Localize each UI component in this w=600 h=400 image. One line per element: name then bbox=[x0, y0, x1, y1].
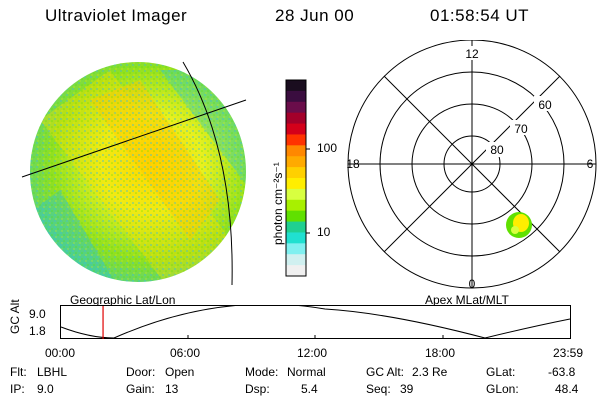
auroral-blob bbox=[506, 212, 532, 238]
seq-value: 39 bbox=[400, 382, 414, 396]
terminator-line bbox=[21, 99, 247, 178]
timeline-x-1800: 18:00 bbox=[425, 346, 456, 360]
colorbar-cell bbox=[286, 254, 306, 266]
ip-value: 9.0 bbox=[37, 382, 54, 396]
colorbar-cell bbox=[286, 188, 306, 201]
timeline-x-0600: 06:00 bbox=[170, 346, 201, 360]
colorbar-cell bbox=[286, 145, 306, 157]
uv-image-panel bbox=[21, 61, 247, 286]
flt-value: LBHL bbox=[37, 365, 68, 379]
mode-label: Mode: bbox=[245, 365, 279, 379]
colorbar-cell bbox=[286, 178, 306, 190]
colorbar-cell bbox=[286, 80, 306, 92]
colorbar-tick-100: 100 bbox=[317, 141, 338, 155]
flt-label: Flt: bbox=[10, 365, 27, 379]
mlat-label-70: 70 bbox=[514, 122, 528, 136]
gain-label: Gain: bbox=[126, 382, 155, 396]
colorbar-cell bbox=[286, 199, 306, 212]
uv-image-disk bbox=[30, 62, 246, 282]
gc-alt-curve bbox=[60, 305, 571, 339]
door-label: Door: bbox=[126, 365, 156, 379]
glat-label: GLat: bbox=[486, 365, 516, 379]
colorbar-cell bbox=[286, 221, 306, 233]
colorbar-cell bbox=[286, 210, 306, 223]
colorbar-cell bbox=[286, 232, 306, 244]
mlat-label-80: 80 bbox=[490, 143, 504, 157]
timeline-x-1200: 12:00 bbox=[297, 346, 328, 360]
gc-alt-label: GC Alt: bbox=[366, 365, 405, 379]
polar-plot: 12 18 6 0 60 70 80 bbox=[346, 40, 597, 290]
glon-value: 48.4 bbox=[555, 382, 579, 396]
orbit-timeline bbox=[60, 305, 571, 339]
colorbar-cell bbox=[286, 101, 306, 114]
mlt-label-6: 6 bbox=[587, 157, 594, 171]
colorbar-cell bbox=[286, 156, 306, 168]
colorbar-cell bbox=[286, 134, 306, 146]
ip-label: IP: bbox=[10, 382, 25, 396]
colorbar-cell bbox=[286, 123, 306, 135]
imager-title: Ultraviolet Imager bbox=[45, 6, 188, 25]
limb-line bbox=[182, 61, 233, 286]
dsp-label: Dsp: bbox=[245, 382, 270, 396]
mlt-label-0: 0 bbox=[469, 277, 476, 290]
timeline-y-max: 9.0 bbox=[29, 307, 46, 321]
colorbar-unit-label: photon cm⁻²s⁻¹ bbox=[271, 162, 285, 245]
mode-value: Normal bbox=[287, 365, 326, 379]
dsp-value: 5.4 bbox=[301, 382, 318, 396]
timeline-y-min: 1.8 bbox=[29, 324, 46, 338]
glat-value: -63.8 bbox=[548, 365, 576, 379]
glon-label: GLon: bbox=[486, 382, 519, 396]
colorbar-cell bbox=[286, 243, 306, 255]
mlat-label-60: 60 bbox=[538, 98, 552, 112]
colorbar-tick-10: 10 bbox=[317, 225, 331, 239]
mlt-label-12: 12 bbox=[465, 47, 479, 61]
door-value: Open bbox=[165, 365, 195, 379]
gc-alt-axis-label: GC Alt bbox=[8, 299, 22, 334]
colorbar-cell bbox=[286, 112, 306, 125]
timeline-x-0000: 00:00 bbox=[45, 346, 76, 360]
apex-caption: Apex MLat/MLT bbox=[425, 293, 509, 307]
timeline-x-2359: 23:59 bbox=[553, 346, 584, 360]
gain-value: 13 bbox=[165, 382, 179, 396]
mlt-line-diagonal-2 bbox=[383, 75, 561, 253]
date-label: 28 Jun 00 bbox=[275, 6, 355, 25]
seq-label: Seq: bbox=[366, 382, 391, 396]
colorbar bbox=[285, 79, 310, 277]
mlt-label-18: 18 bbox=[346, 157, 360, 171]
gc-alt-value: 2.3 Re bbox=[412, 365, 448, 379]
colorbar-cell bbox=[286, 265, 306, 277]
colorbar-cell bbox=[286, 167, 306, 179]
geographic-caption: Geographic Lat/Lon bbox=[70, 293, 176, 307]
time-label: 01:58:54 UT bbox=[430, 6, 530, 25]
colorbar-cell bbox=[286, 90, 306, 103]
